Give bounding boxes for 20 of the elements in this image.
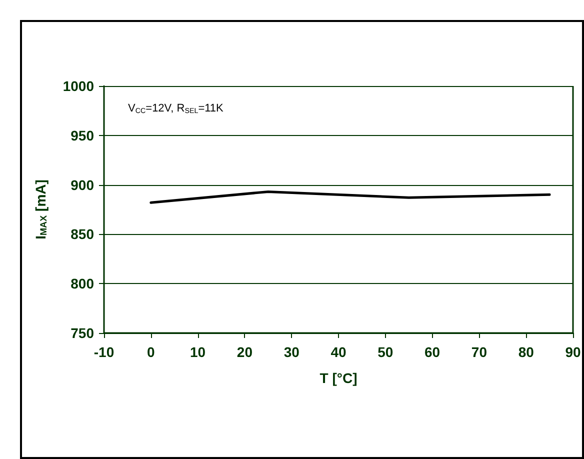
x-tick-label: 60 bbox=[424, 344, 440, 360]
y-tick-label: 950 bbox=[70, 127, 94, 144]
x-tick-label: 10 bbox=[190, 344, 206, 360]
y-tick-label: 900 bbox=[70, 176, 94, 193]
y-tick-label: 1000 bbox=[62, 78, 94, 94]
x-tick-label: 20 bbox=[236, 344, 253, 360]
y-tick-label: 850 bbox=[70, 226, 94, 242]
y-tick-label: 800 bbox=[70, 276, 94, 292]
x-tick-label: 40 bbox=[330, 344, 346, 360]
x-tick-label: 90 bbox=[565, 344, 581, 360]
x-tick-label: 0 bbox=[147, 344, 155, 360]
x-axis-title: T [°C] bbox=[320, 370, 358, 386]
line-series bbox=[150, 190, 551, 204]
x-tick-label: -10 bbox=[94, 344, 114, 360]
x-tick-label: 70 bbox=[471, 344, 488, 360]
y-axis-title: IMAX [mA] bbox=[32, 180, 48, 240]
x-tick-label: 30 bbox=[284, 344, 300, 360]
y-tick-label: 750 bbox=[70, 325, 94, 341]
x-tick-label: 50 bbox=[378, 344, 394, 360]
x-tick-label: 80 bbox=[518, 344, 534, 360]
